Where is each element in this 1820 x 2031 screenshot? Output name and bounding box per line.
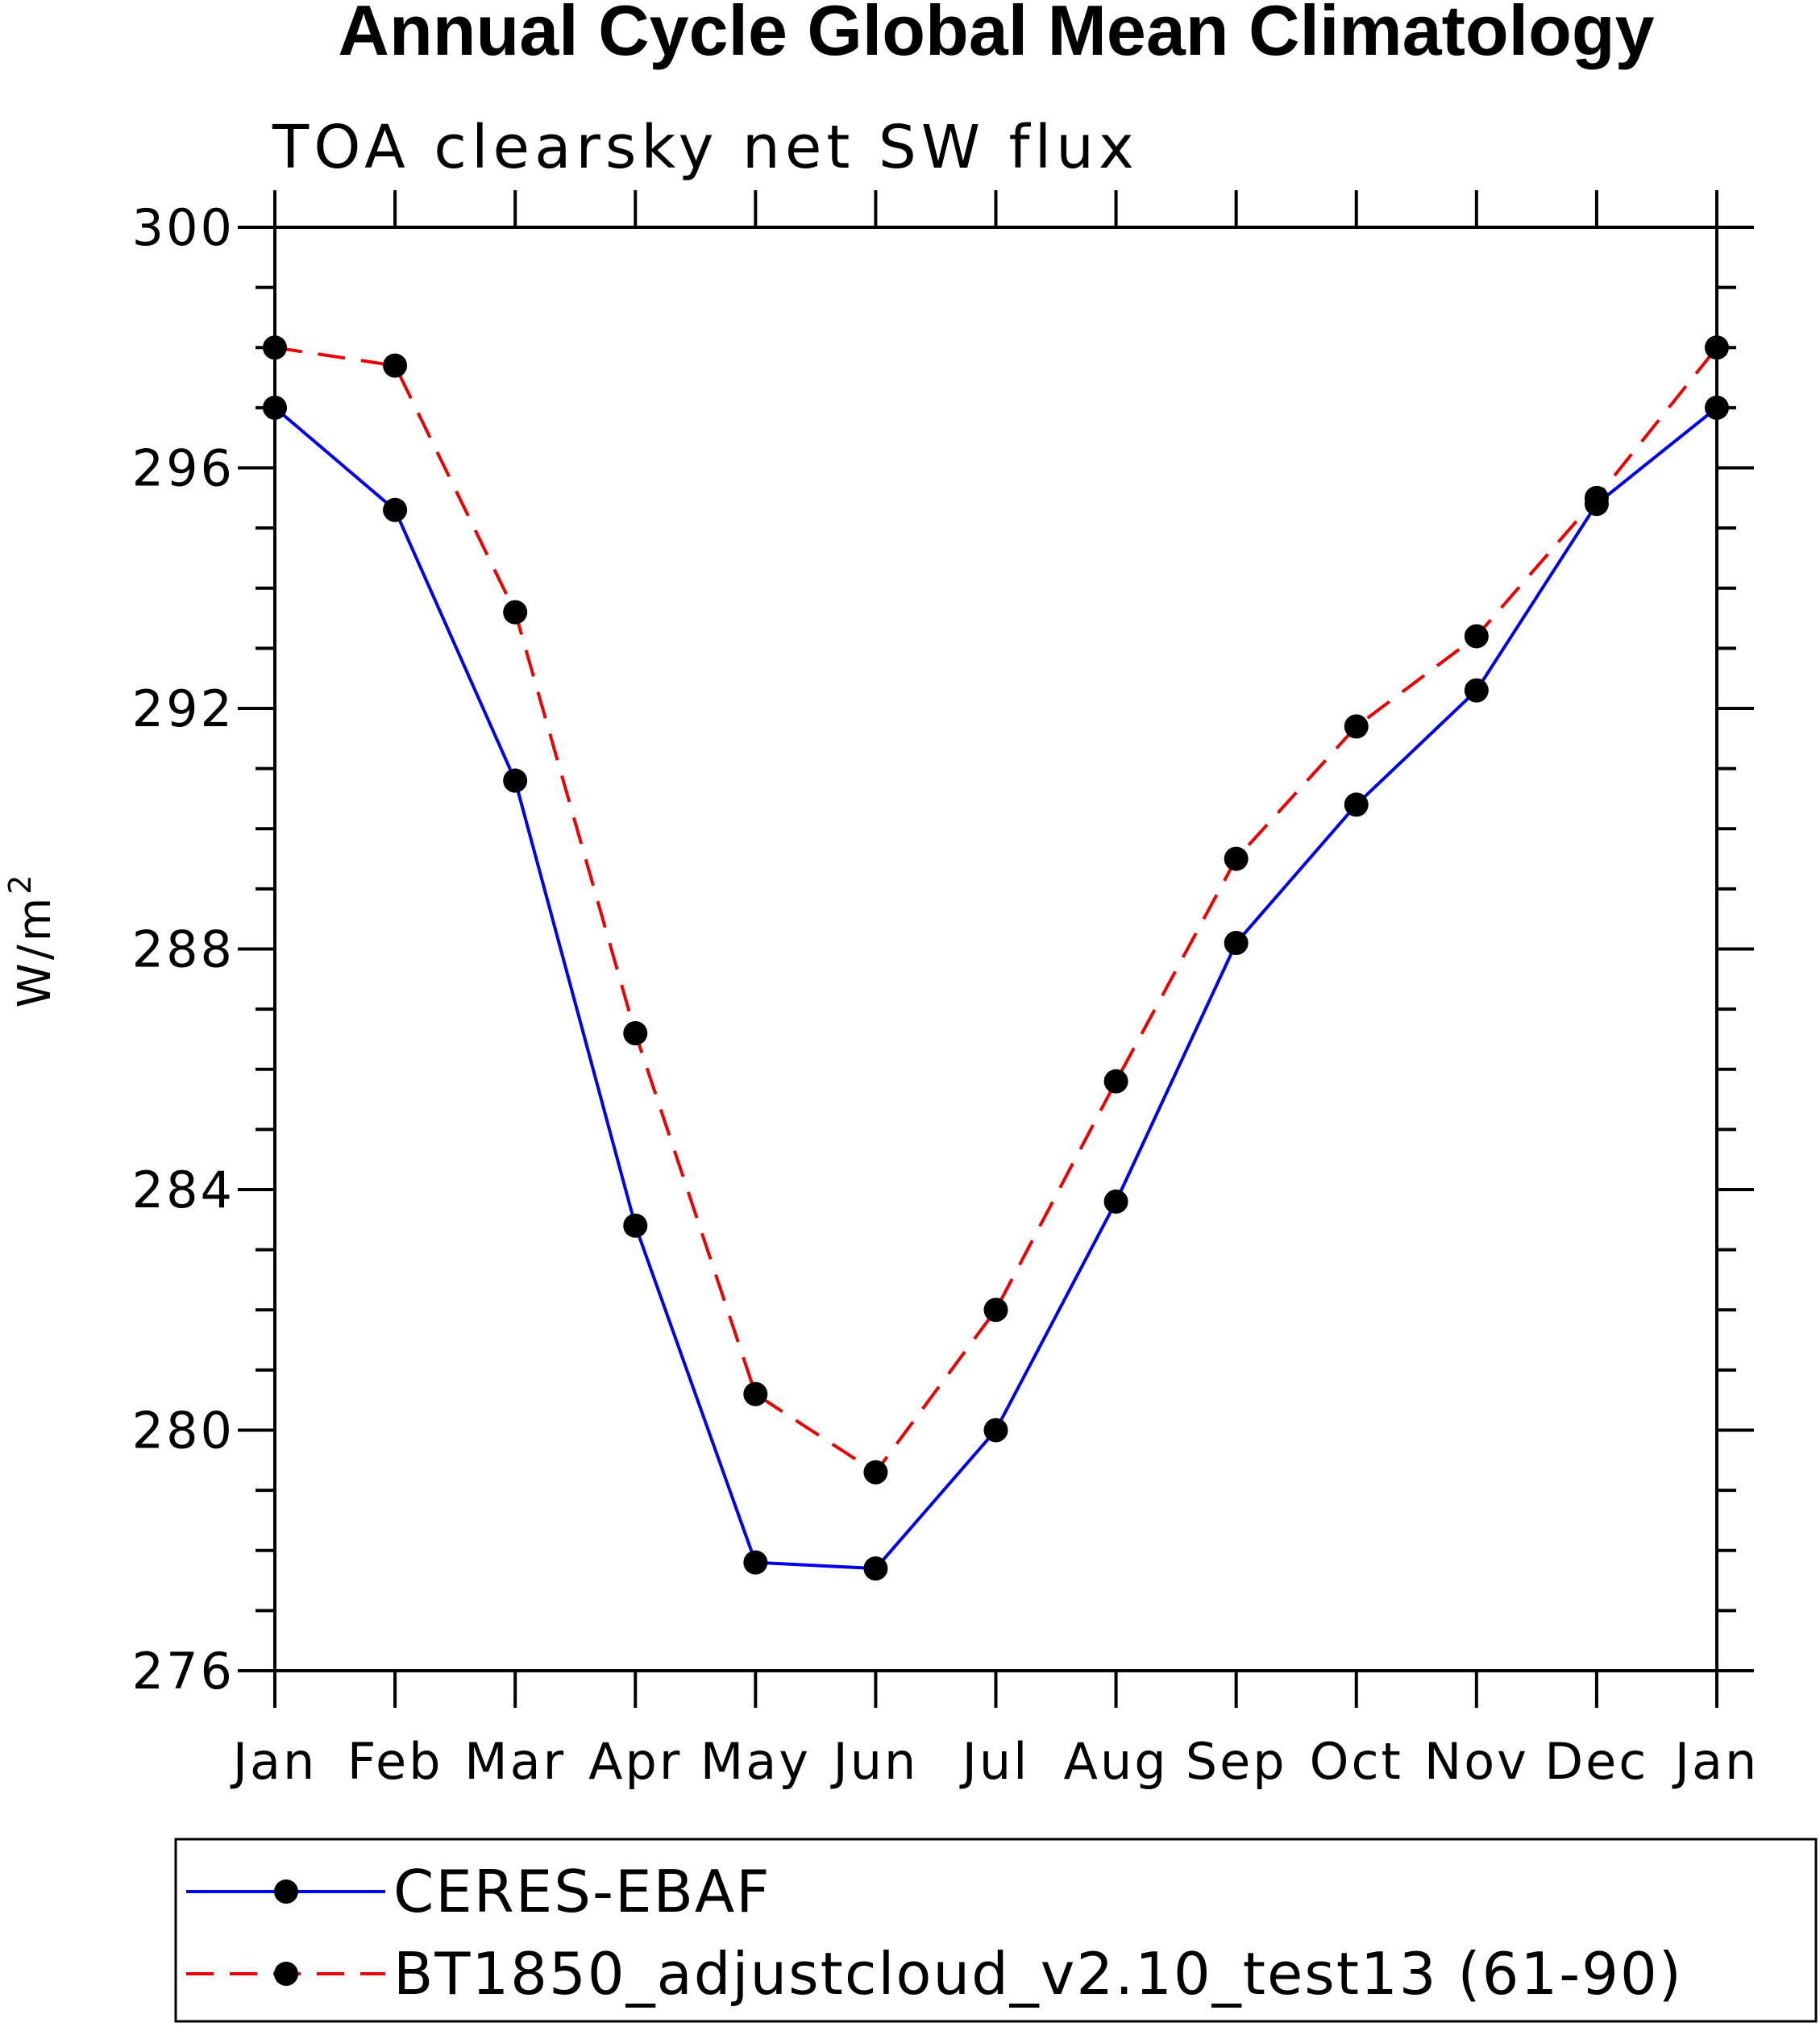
y-tick-label-300: 300 [132, 198, 235, 257]
x-tick-label-10: Nov [1424, 1732, 1529, 1791]
series-1-point-1 [383, 353, 408, 378]
x-tick-label-3: Apr [588, 1732, 682, 1791]
series-1-point-11 [1584, 485, 1609, 510]
x-tick-label-8: Sep [1186, 1732, 1287, 1791]
x-tick-label-7: Aug [1064, 1732, 1169, 1791]
y-tick-label-288: 288 [132, 920, 235, 979]
plot-frame [273, 226, 1718, 1672]
x-tick-label-0: Jan [230, 1732, 318, 1791]
chart-subtitle: TOA clearsky net SW flux [272, 113, 1139, 182]
x-tick-labels: Jan Feb Mar Apr May Jun Jul Aug Sep Oct Nov Dec Jan [230, 1732, 1760, 1791]
y-tick-label-284: 284 [132, 1161, 235, 1219]
legend-marker-model [274, 1962, 298, 1986]
y-tick-label-276: 276 [132, 1642, 235, 1701]
series-1-point-2 [503, 600, 528, 625]
series-0-point-3 [623, 1213, 648, 1238]
chart-title: Annual Cycle Global Mean Climatology [338, 0, 1654, 70]
series-1-point-8 [1224, 846, 1249, 871]
series-1-point-10 [1464, 624, 1489, 649]
series-0-point-0 [263, 395, 287, 420]
legend: CERES-EBAF BT1850_adjustcloud_v2.10_test… [174, 1838, 1818, 2023]
axis-ticks [238, 190, 1754, 1708]
data-series [263, 335, 1729, 1581]
legend-marker-ceres [274, 1879, 298, 1904]
y-axis-label-exponent: 2 [2, 872, 38, 895]
x-tick-label-4: May [700, 1732, 811, 1791]
series-0-point-1 [383, 497, 408, 522]
series-0-point-5 [863, 1556, 888, 1581]
series-1-point-6 [983, 1298, 1008, 1323]
x-tick-label-12: Jan [1672, 1732, 1760, 1791]
legend-label-ceres: CERES-EBAF [393, 1858, 771, 1925]
x-tick-label-2: Mar [464, 1732, 566, 1791]
series-1-point-3 [623, 1020, 648, 1045]
series-1-point-4 [743, 1381, 768, 1406]
x-tick-label-6: Jul [959, 1732, 1030, 1791]
series-0-point-8 [1224, 931, 1249, 956]
legend-label-model: BT1850_adjustcloud_v2.10_test13 (61-90) [393, 1940, 1683, 2008]
x-tick-label-5: Jun [829, 1732, 918, 1791]
series-1-point-9 [1344, 714, 1369, 739]
series-0-point-7 [1103, 1189, 1128, 1214]
legend-box [174, 1838, 1818, 2023]
x-tick-label-11: Dec [1544, 1732, 1648, 1791]
series-line-0 [273, 406, 1718, 1571]
series-0-point-4 [743, 1550, 768, 1575]
y-axis-label-unit: W/m [9, 895, 61, 1008]
series-0-point-10 [1464, 678, 1489, 703]
series-1-point-0 [263, 335, 287, 360]
y-tick-labels: 276 280 284 288 292 296 300 [132, 198, 235, 1701]
x-tick-label-1: Feb [347, 1732, 443, 1791]
y-tick-label-296: 296 [132, 439, 235, 498]
series-0-point-12 [1705, 395, 1729, 420]
series-0-point-9 [1344, 792, 1369, 817]
series-1-point-12 [1705, 335, 1729, 360]
y-axis-label: W/m2 [2, 872, 61, 1008]
series-1-point-5 [863, 1460, 888, 1485]
y-tick-label-292: 292 [132, 679, 235, 738]
series-0-point-6 [983, 1418, 1008, 1443]
series-1-point-7 [1103, 1069, 1128, 1094]
y-tick-label-280: 280 [132, 1402, 235, 1460]
series-0-point-2 [503, 768, 528, 793]
x-tick-label-9: Oct [1310, 1732, 1403, 1791]
